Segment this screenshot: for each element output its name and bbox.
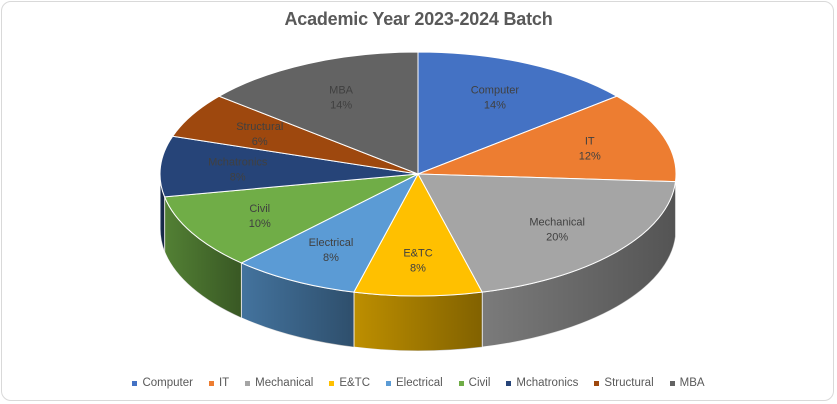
slice-civil[interactable] <box>163 173 419 264</box>
slice-mba[interactable] <box>218 51 419 175</box>
slice-label-name: Mchatronics <box>208 157 268 169</box>
slice-label-name: Electrical <box>309 237 354 249</box>
legend-item-it[interactable]: IT <box>208 377 230 389</box>
pie-slices <box>159 51 677 297</box>
legend-label: E&TC <box>339 377 371 389</box>
slice-label-name: Mechanical <box>529 216 585 228</box>
slice-label-percent: 6% <box>252 136 268 148</box>
legend-swatch <box>594 380 600 386</box>
slice-label-name: IT <box>585 136 595 148</box>
slice-electrical[interactable] <box>240 172 420 293</box>
chart-title: Academic Year 2023-2024 Batch <box>284 9 553 29</box>
legend-swatch <box>208 380 214 386</box>
slice-etc[interactable] <box>353 172 483 297</box>
slice-mchatronics[interactable] <box>159 135 419 198</box>
slice-label-percent: 20% <box>546 231 568 243</box>
legend-swatch <box>132 380 138 386</box>
legend-item-electrical[interactable]: Electrical <box>386 377 443 389</box>
slice-label-percent: 12% <box>579 151 601 163</box>
legend-swatch <box>386 380 392 386</box>
slice-label-percent: 8% <box>323 252 339 264</box>
slice-label-name: Structural <box>236 121 283 133</box>
legend-swatch <box>329 380 335 386</box>
slice-label-name: E&TC <box>403 247 432 259</box>
slice-label-percent: 8% <box>230 172 246 184</box>
legend-item-etc[interactable]: E&TC <box>329 377 370 389</box>
legend-label: Civil <box>468 377 491 389</box>
legend-label: MBA <box>679 377 705 389</box>
slice-side-shade <box>482 181 676 348</box>
legend-label: Electrical <box>396 377 443 389</box>
legend-item-mba[interactable]: MBA <box>669 377 705 389</box>
slice-it[interactable] <box>417 95 677 183</box>
legend-swatch <box>245 380 251 386</box>
legend-swatch <box>458 380 464 386</box>
legend: Computer IT Mechanical E&TC Electrical C… <box>0 377 837 389</box>
slice-label-percent: 8% <box>410 262 426 274</box>
slice-side-shade <box>160 174 165 252</box>
slice-label-percent: 14% <box>484 100 506 112</box>
pie-labels: Computer 14% IT 12% Mechanical 20% E&TC 8% Elect… <box>208 85 601 275</box>
legend-item-mchatronics[interactable]: Mchatronics <box>506 377 578 389</box>
legend-swatch <box>506 380 512 386</box>
legend-label: Mechanical <box>255 377 314 389</box>
slice-label-name: Computer <box>471 85 520 97</box>
legend-item-structural[interactable]: Structural <box>594 377 654 389</box>
slice-label-name: Civil <box>249 203 270 215</box>
slice-label-percent: 14% <box>330 100 352 112</box>
legend-label: Structural <box>604 377 654 389</box>
slice-label-percent: 10% <box>249 218 271 230</box>
legend-swatch <box>669 380 675 386</box>
slice-side-shade <box>353 292 483 351</box>
legend-label: Computer <box>142 377 193 389</box>
legend-item-computer[interactable]: Computer <box>132 377 193 389</box>
slice-label-name: MBA <box>329 85 354 97</box>
pie-sides <box>159 173 676 352</box>
legend-label: IT <box>218 377 230 389</box>
legend-item-mechanical[interactable]: Mechanical <box>245 377 313 389</box>
slice-mechanical[interactable] <box>417 173 677 293</box>
slice-computer[interactable] <box>417 51 618 175</box>
slice-side-shade <box>164 196 242 318</box>
legend-label: Mchatronics <box>516 377 579 389</box>
legend-item-civil[interactable]: Civil <box>458 377 491 389</box>
slice-side-shade <box>241 262 354 348</box>
